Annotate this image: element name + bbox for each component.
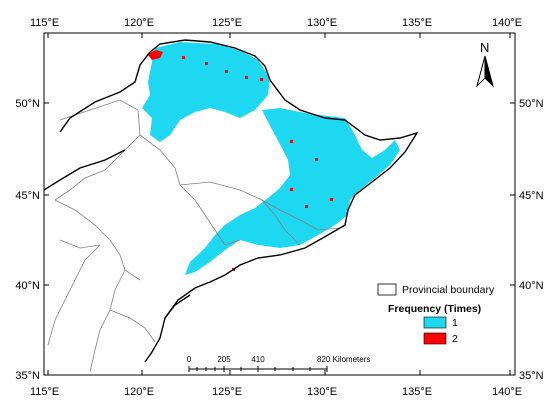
provincial-boundaries xyxy=(47,99,341,373)
lon-label-bottom: 115°E xyxy=(30,386,59,398)
lat-label-left: 50°N xyxy=(15,98,40,110)
lat-label-left: 45°N xyxy=(15,190,40,202)
scale-label: 205 xyxy=(217,355,231,364)
lat-label-right: 50°N xyxy=(519,98,544,110)
lat-label-right: 45°N xyxy=(519,190,544,202)
lon-label-bottom: 120°E xyxy=(124,386,154,398)
north-arrow: N xyxy=(476,40,494,88)
scale-label: 410 xyxy=(251,355,265,364)
legend-swatch-2 xyxy=(423,332,447,345)
lon-label-top: 125°E xyxy=(212,17,242,29)
map-content xyxy=(44,39,419,373)
longitude-axis: 115°E 120°E 125°E 130°E 135°E 140°E 115°… xyxy=(30,17,522,398)
north-label: N xyxy=(480,40,489,55)
lat-label-right: 40°N xyxy=(519,280,544,292)
frequency-1-region xyxy=(142,42,400,275)
lon-label-bottom: 130°E xyxy=(307,386,337,398)
legend-item-label: 1 xyxy=(452,317,458,329)
scale-label: 820 Kilometers xyxy=(317,355,370,364)
scale-bar: 0 205 410 820 Kilometers xyxy=(187,355,370,372)
legend-title: Frequency (Times) xyxy=(388,303,481,315)
scale-label: 0 xyxy=(187,355,192,364)
lat-label-left: 40°N xyxy=(15,280,40,292)
region-outline xyxy=(44,39,419,363)
north-arrow-icon xyxy=(476,55,494,88)
lon-label-bottom: 125°E xyxy=(212,386,242,398)
legend-swatch-1 xyxy=(423,316,447,329)
lon-label-top: 140°E xyxy=(492,17,522,29)
lon-label-top: 115°E xyxy=(30,17,59,29)
lon-label-bottom: 140°E xyxy=(492,386,522,398)
lon-label-top: 120°E xyxy=(124,17,154,29)
lon-label-top: 130°E xyxy=(307,17,337,29)
legend-boundary-label: Provincial boundary xyxy=(402,284,495,296)
scale-bar-line xyxy=(188,366,328,372)
lon-label-bottom: 135°E xyxy=(402,386,432,398)
latitude-axis: 50°N 45°N 40°N 35°N 50°N 45°N 40°N 35°N xyxy=(15,98,543,382)
legend: Provincial boundary Frequency (Times) 1 … xyxy=(377,283,495,345)
legend-item-label: 2 xyxy=(452,333,458,345)
legend-boundary-swatch xyxy=(377,283,397,296)
lon-label-top: 135°E xyxy=(402,17,432,29)
lat-label-right: 35°N xyxy=(519,370,544,382)
lat-label-left: 35°N xyxy=(15,370,40,382)
